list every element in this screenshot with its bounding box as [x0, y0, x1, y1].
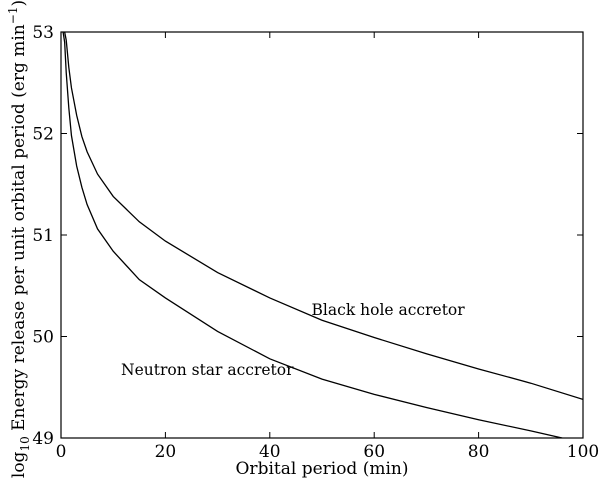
y-axis-title-log: log: [9, 451, 29, 478]
annotations: Black hole accretor Neutron star accretor: [121, 301, 465, 379]
y-tick-label: 52: [32, 125, 54, 145]
x-tick-label: 0: [56, 442, 67, 462]
y-tick-label: 53: [32, 23, 54, 43]
y-axis-title-exponent: −1: [6, 7, 20, 25]
x-tick-label: 100: [567, 442, 599, 462]
x-axis-title: Orbital period (min): [236, 459, 409, 479]
x-tick-label: 60: [363, 442, 385, 462]
y-tick-label: 49: [32, 429, 54, 449]
axis-ticks: 0 20 40 60 80 100 49 50 51 52 53: [32, 23, 599, 462]
series-annotation: Black hole accretor: [312, 301, 466, 319]
series-line-neutron-star: [62, 32, 563, 438]
series-annotation: Neutron star accretor: [121, 361, 294, 379]
x-tick-label: 20: [155, 442, 177, 462]
y-tick-label: 51: [32, 226, 54, 246]
plot-area: [62, 32, 583, 438]
y-axis-title-close: ): [9, 0, 29, 7]
y-tick-label: 50: [32, 328, 54, 348]
series-line-black-hole: [64, 32, 583, 401]
x-tick-label: 80: [468, 442, 490, 462]
y-axis-title: log10 Energy release per unit orbital pe…: [6, 0, 32, 478]
y-axis-title-main: Energy release per unit orbital period (…: [9, 24, 29, 436]
x-tick-label: 40: [259, 442, 281, 462]
y-axis-title-log-subscript: 10: [18, 436, 32, 451]
